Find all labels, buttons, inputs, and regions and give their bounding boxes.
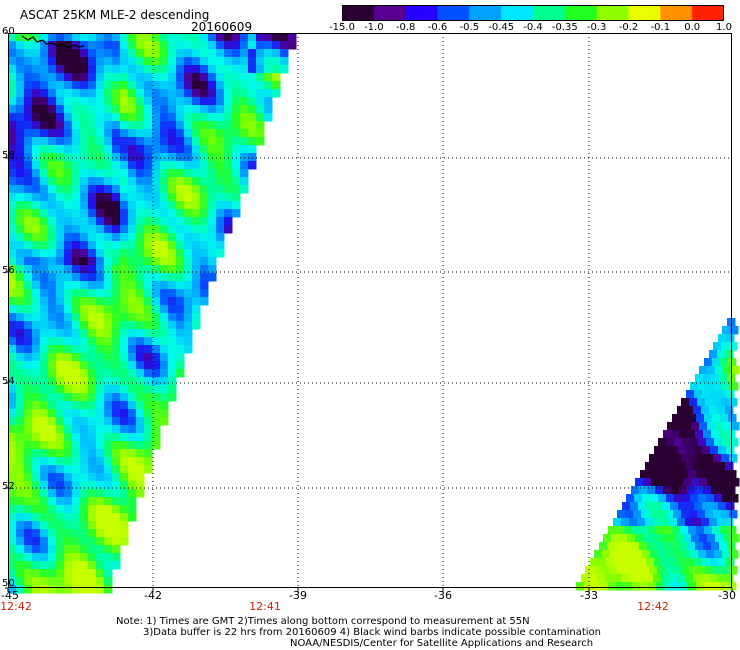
colorbar bbox=[342, 5, 724, 21]
lat-label-56: 56 bbox=[2, 265, 15, 276]
note-line-2: 3)Data buffer is 22 hrs from 20160609 4)… bbox=[143, 627, 601, 638]
colorbar-segment bbox=[501, 5, 534, 21]
colorbar-tick-label: -0.5 bbox=[459, 22, 480, 33]
lat-label-52: 52 bbox=[2, 481, 15, 492]
colorbar-segment bbox=[373, 5, 407, 21]
colorbar-tick-label: -0.3 bbox=[586, 22, 607, 33]
lon-label-30: -30 bbox=[718, 589, 736, 602]
colorbar-tick-label: -0.2 bbox=[618, 22, 639, 33]
colorbar-tick-label: -0.45 bbox=[488, 22, 515, 33]
colorbar-segment bbox=[437, 5, 470, 21]
colorbar-tick-label: -1.0 bbox=[364, 22, 384, 33]
colorbar-segment bbox=[564, 5, 598, 21]
colorbar-segment bbox=[342, 5, 375, 21]
time-label-left: 12:42 bbox=[0, 600, 32, 613]
colorbar-segment bbox=[596, 5, 630, 21]
colorbar-segment bbox=[660, 5, 693, 21]
lon-label-36: -36 bbox=[434, 589, 452, 602]
lon-label-45: -45 bbox=[1, 589, 19, 602]
note-line-1: Note: 1) Times are GMT 2)Times along bot… bbox=[116, 616, 530, 627]
lon-label-42: -42 bbox=[144, 589, 162, 602]
time-label-right: 12:42 bbox=[637, 600, 669, 613]
colorbar-tick-label: -0.1 bbox=[650, 22, 671, 33]
left-swath bbox=[8, 33, 297, 594]
colorbar-tick-label: -0.4 bbox=[523, 22, 543, 33]
colorbar-labels: -15.0 -1.0 -0.8 -0.6 -0.5 -0.45 -0.4 -0.35 -0.3-… bbox=[0, 22, 740, 36]
colorbar-segment bbox=[405, 5, 439, 21]
colorbar-segment bbox=[692, 5, 724, 21]
colorbar-segment bbox=[533, 5, 566, 21]
map-frame bbox=[8, 33, 732, 588]
map-title: ASCAT 25KM MLE-2 descending bbox=[20, 8, 210, 22]
note-line-3: NOAA/NESDIS/Center for Satellite Applica… bbox=[290, 638, 594, 649]
lon-label-33: -33 bbox=[580, 589, 598, 602]
colorbar-segment bbox=[469, 5, 502, 21]
colorbar-tick-label: 0.0 bbox=[684, 22, 701, 33]
colorbar-tick-label: 1.0 bbox=[716, 22, 732, 33]
lat-label-60: 60 bbox=[2, 26, 15, 37]
coastline bbox=[21, 35, 85, 49]
right-swath bbox=[576, 318, 740, 591]
colorbar-tick-label: -0.35 bbox=[551, 22, 578, 33]
lat-label-54: 54 bbox=[2, 376, 15, 387]
colorbar-segment bbox=[628, 5, 661, 21]
colorbar-tick-label: -0.8 bbox=[395, 22, 416, 33]
time-label-middle: 12:41 bbox=[249, 600, 281, 613]
map-date: 20160609 bbox=[191, 20, 253, 34]
lat-label-50: 50 bbox=[2, 578, 15, 589]
lat-lon-grid bbox=[8, 33, 732, 588]
colorbar-tick-label: -0.6 bbox=[427, 22, 448, 33]
lon-label-39: -39 bbox=[289, 589, 307, 602]
lat-label-58: 58 bbox=[2, 150, 15, 161]
axis-ticks bbox=[5, 32, 733, 592]
colorbar-tick-label: -15.0 bbox=[329, 22, 355, 33]
